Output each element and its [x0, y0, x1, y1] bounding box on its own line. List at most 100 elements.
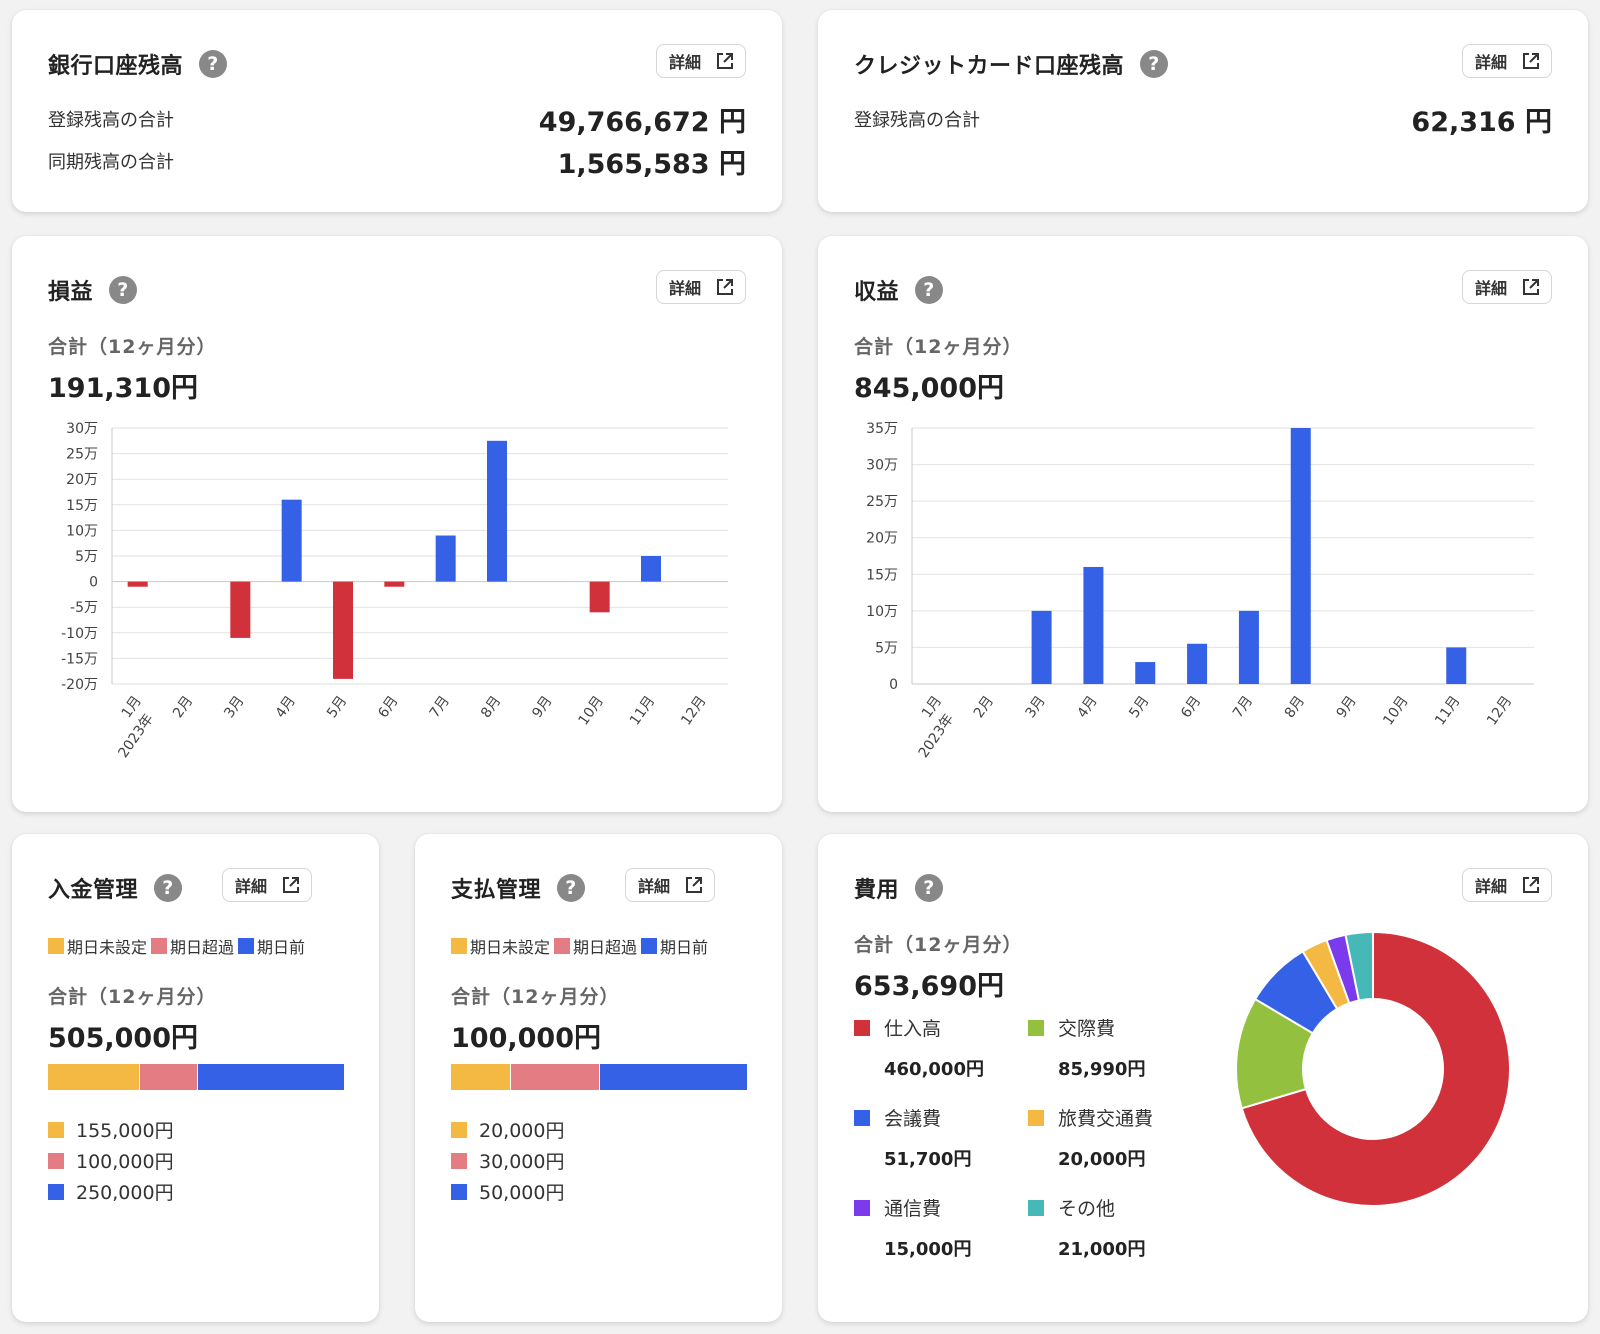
expense-item-communication: 通信費 15,000円 — [854, 1194, 971, 1261]
donut-slice — [1240, 930, 1511, 1207]
legend-item: 期日未設定 — [48, 934, 147, 958]
bar — [1083, 566, 1104, 684]
legend-label: 期日超過 — [170, 938, 235, 957]
expense-item-purchases: 仕入高 460,000円 — [854, 1014, 984, 1081]
registered-balance-value: 49,766,672 円 — [538, 107, 746, 138]
payable-title: 支払管理 ? — [451, 872, 586, 904]
credit-registered-value: 62,316 円 — [1411, 107, 1552, 138]
expense-total-label: 合計（12ヶ月分） — [854, 934, 1023, 956]
legend-swatch — [854, 1109, 870, 1126]
legend-swatch — [451, 1152, 467, 1169]
expense-value: 20,000円 — [1058, 1149, 1146, 1170]
detail-label: 詳細 — [638, 877, 671, 896]
payable-title-text: 支払管理 — [451, 878, 542, 903]
detail-label: 詳細 — [1474, 279, 1507, 298]
bar — [230, 581, 251, 638]
expense-name: 仕入高 — [884, 1018, 942, 1040]
bar — [1238, 610, 1259, 684]
legend-swatch — [451, 1183, 467, 1200]
receivable-total-label: 合計（12ヶ月分） — [48, 986, 217, 1008]
bank-detail-button[interactable]: 詳細 — [655, 44, 746, 78]
expense-title: 費用 ? — [854, 872, 944, 904]
external-link-icon — [1523, 279, 1539, 295]
expense-title-text: 費用 — [854, 878, 900, 903]
help-icon[interactable]: ? — [109, 276, 138, 304]
expense-card: 費用 ? 詳細 合計（12ヶ月分） 653,690円 仕入高 460,000円 … — [818, 834, 1588, 1322]
legend-item: 期日超過 — [151, 934, 234, 958]
expense-value: 85,990円 — [1058, 1059, 1146, 1080]
synced-balance-value: 1,565,583 円 — [557, 149, 746, 180]
x-year-label: 2023年 — [115, 711, 157, 761]
donut-slice — [1344, 930, 1374, 1002]
bar — [1031, 610, 1052, 684]
profit-loss-title-text: 損益 — [48, 280, 94, 305]
receivable-title: 入金管理 ? — [48, 872, 183, 904]
x-tick-label: 6月 — [1178, 693, 1204, 721]
payable-card: 支払管理 ? 詳細 期日未設定 期日超過 期日前 合計（12ヶ月分） 100,0… — [415, 834, 782, 1322]
profit-loss-total-label: 合計（12ヶ月分） — [48, 336, 217, 358]
help-icon[interactable]: ? — [199, 50, 228, 78]
payable-detail-button[interactable]: 詳細 — [625, 868, 716, 902]
credit-registered-label: 登録残高の合計 — [854, 110, 980, 131]
legend-swatch — [238, 938, 255, 954]
help-icon[interactable]: ? — [915, 276, 944, 304]
payable-amount-before-due: 50,000円 — [451, 1178, 564, 1205]
bank-balance-card: 銀行口座残高 ? 詳細 登録残高の合計 49,766,672 円 同期残高の合計… — [12, 10, 782, 212]
receivable-detail-button[interactable]: 詳細 — [222, 868, 313, 902]
bar — [1446, 647, 1467, 684]
external-link-icon — [717, 279, 733, 295]
legend-item: 期日前 — [238, 934, 305, 958]
detail-label: 詳細 — [1474, 53, 1507, 72]
detail-label: 詳細 — [668, 279, 701, 298]
y-tick-label: 30万 — [866, 458, 898, 474]
expense-total: 653,690円 — [854, 971, 1004, 1002]
legend-swatch — [48, 1152, 64, 1169]
x-tick-label: 7月 — [1230, 693, 1256, 721]
revenue-detail-button[interactable]: 詳細 — [1461, 270, 1552, 304]
bar-segment-unset — [48, 1064, 139, 1090]
help-icon[interactable]: ? — [915, 874, 944, 902]
profit-loss-detail-button[interactable]: 詳細 — [655, 270, 746, 304]
legend-swatch — [1028, 1019, 1044, 1036]
legend-item: 期日未設定 — [451, 934, 550, 958]
help-icon[interactable]: ? — [557, 874, 586, 902]
y-tick-label: 15万 — [66, 498, 98, 514]
bar-segment-overdue — [510, 1064, 599, 1090]
y-tick-label: -15万 — [61, 651, 98, 667]
expense-name: 交際費 — [1058, 1018, 1116, 1040]
x-tick-label: 9月 — [529, 693, 555, 721]
bar — [1187, 643, 1208, 684]
receivable-amount-before-due: 250,000円 — [48, 1178, 174, 1205]
expense-detail-button[interactable]: 詳細 — [1461, 868, 1552, 902]
amount-value: 30,000円 — [479, 1151, 565, 1173]
help-icon[interactable]: ? — [154, 874, 183, 902]
x-tick-label: 3月 — [221, 693, 247, 721]
expense-value: 21,000円 — [1058, 1239, 1146, 1260]
profit-loss-title: 損益 ? — [48, 274, 138, 306]
legend-swatch — [48, 938, 64, 954]
legend-item: 期日超過 — [554, 934, 637, 958]
credit-detail-button[interactable]: 詳細 — [1461, 44, 1552, 78]
detail-label: 詳細 — [235, 877, 268, 896]
y-tick-label: 5万 — [75, 549, 98, 565]
expense-item-other: その他 21,000円 — [1028, 1194, 1145, 1261]
bar-segment-before-due — [598, 1064, 747, 1090]
expense-name: 通信費 — [884, 1198, 942, 1220]
legend-label: 期日未設定 — [470, 938, 551, 957]
x-tick-label: 10月 — [1380, 693, 1411, 728]
x-tick-label: 3月 — [1023, 693, 1049, 721]
help-icon[interactable]: ? — [1140, 50, 1169, 78]
legend-swatch — [151, 938, 168, 954]
bar — [589, 581, 610, 613]
receivable-title-text: 入金管理 — [48, 878, 139, 903]
revenue-total: 845,000円 — [854, 373, 1004, 404]
x-year-label: 2023年 — [916, 711, 958, 761]
receivable-total: 505,000円 — [48, 1023, 198, 1054]
legend-swatch — [854, 1019, 870, 1036]
y-tick-label: 0 — [889, 677, 898, 693]
bar-segment-overdue — [138, 1064, 198, 1090]
payable-stacked-bar — [451, 1064, 747, 1090]
y-tick-label: -10万 — [61, 626, 98, 642]
bank-balance-title: 銀行口座残高 ? — [48, 48, 228, 80]
